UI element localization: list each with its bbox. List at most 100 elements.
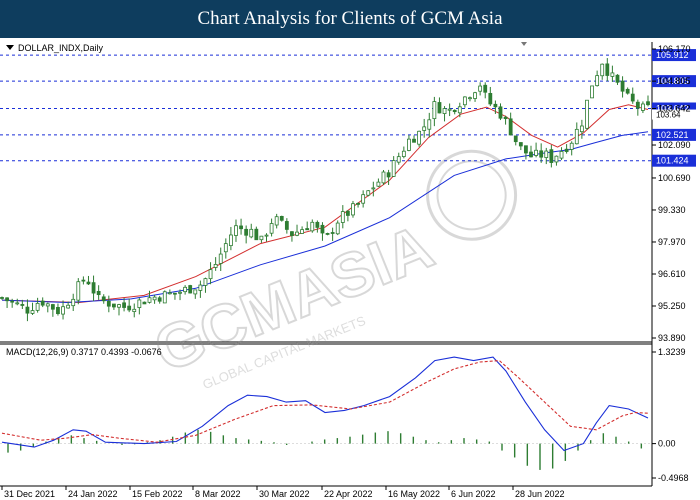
candle-body — [183, 286, 188, 293]
price-axis-label: 95.250 — [658, 301, 686, 311]
candle-body — [61, 306, 65, 315]
time-axis-label: 24 Jan 2022 — [68, 489, 118, 499]
candle-body — [193, 289, 198, 295]
candle-body — [152, 296, 157, 301]
candle-body — [112, 303, 116, 308]
chart-area: GCMASIA GLOBAL CAPITAL MARKETS 105.91210… — [0, 38, 700, 500]
candle-body — [595, 75, 600, 87]
candle-body — [534, 149, 538, 156]
candle-body — [574, 128, 579, 145]
candle-body — [407, 138, 411, 151]
candle-body — [208, 269, 213, 280]
candle-body — [223, 243, 228, 253]
macd-axis-label: -0.4968 — [658, 473, 689, 483]
candle-body — [290, 231, 294, 236]
candle-body — [635, 101, 640, 109]
candle-body — [117, 304, 121, 308]
candle-body — [279, 215, 284, 221]
candle-body — [76, 281, 81, 301]
candle-body — [137, 299, 142, 308]
candle-body — [432, 101, 437, 120]
candle-body — [106, 300, 111, 307]
candle-body — [488, 92, 493, 105]
time-axis-label: 8 Mar 2022 — [195, 489, 241, 499]
candle-body — [610, 72, 615, 77]
chart-title: Chart Analysis for Clients of GCM Asia — [0, 0, 700, 38]
price-axis-label: 104.805 — [658, 76, 691, 86]
candle-body — [300, 229, 305, 234]
candle-body — [71, 298, 76, 307]
candle-body — [56, 306, 60, 315]
candle-body — [284, 221, 289, 230]
candle-body — [335, 222, 340, 235]
candle-body — [147, 297, 152, 303]
candle-body — [646, 101, 650, 106]
candle-body — [178, 291, 182, 294]
candle-body — [600, 63, 605, 77]
level-label: 101.424 — [656, 156, 689, 166]
candle-body — [66, 304, 71, 309]
candle-body — [203, 278, 208, 286]
candle-body — [86, 281, 91, 285]
candle-body — [356, 202, 360, 205]
price-axis-label: 103.642 — [658, 103, 691, 113]
candle-body — [325, 233, 330, 235]
macd-label: MACD(12,26,9) 0.3717 0.4393 -0.0676 — [6, 347, 162, 357]
candle-body — [457, 106, 462, 114]
time-axis-label: 22 Apr 2022 — [324, 489, 373, 499]
candle-body — [605, 63, 610, 76]
price-axis-label: 99.330 — [658, 205, 686, 215]
candle-body — [274, 216, 279, 226]
candle-body — [35, 302, 40, 311]
candle-body — [468, 97, 472, 100]
candle-body — [142, 301, 147, 305]
candle-body — [0, 297, 4, 299]
candle-body — [173, 292, 177, 295]
time-axis-label: 28 Jun 2022 — [515, 489, 565, 499]
candle-body — [198, 284, 203, 291]
level-label: 102.521 — [656, 130, 689, 140]
candle-body — [50, 304, 55, 310]
candle-body — [539, 150, 544, 158]
candle-body — [585, 99, 589, 129]
candle-body — [498, 106, 503, 119]
candle-body — [351, 203, 355, 216]
candle-body — [422, 126, 427, 131]
candle-body — [437, 102, 442, 114]
candle-body — [447, 108, 452, 111]
candle-body — [45, 303, 50, 307]
candle-body — [218, 253, 223, 264]
candle-body — [315, 221, 320, 228]
candle-body — [564, 148, 569, 152]
candle-body — [101, 296, 106, 302]
candle-body — [371, 187, 376, 190]
ma-short-line — [1, 104, 649, 304]
candle-body — [249, 228, 254, 238]
candle-body — [305, 228, 310, 231]
time-axis-label: 15 Feb 2022 — [132, 489, 183, 499]
candle-body — [615, 74, 620, 83]
candle-body — [483, 84, 488, 93]
candle-body — [376, 181, 381, 187]
candle-body — [386, 172, 391, 178]
level-label: 105.912 — [656, 50, 689, 60]
candle-body — [427, 119, 432, 130]
candle-body — [478, 85, 483, 92]
candle-body — [167, 292, 172, 295]
candle-body — [554, 155, 559, 163]
price-axis-label: 106.170 — [658, 44, 691, 54]
price-axis-label: 96.610 — [658, 269, 686, 279]
price-axis-label: 97.970 — [658, 237, 686, 247]
candle-body — [244, 228, 249, 236]
candle-body — [330, 232, 335, 234]
candle-body — [264, 234, 269, 237]
candle-body — [473, 92, 477, 99]
candle-body — [549, 149, 554, 163]
candle-body — [544, 150, 549, 158]
candle-body — [529, 151, 533, 158]
level-label: 103.642 — [656, 103, 689, 113]
candle-body — [157, 297, 162, 302]
candle-body — [20, 304, 25, 306]
candle-body — [391, 160, 396, 177]
candle-body — [91, 282, 96, 294]
